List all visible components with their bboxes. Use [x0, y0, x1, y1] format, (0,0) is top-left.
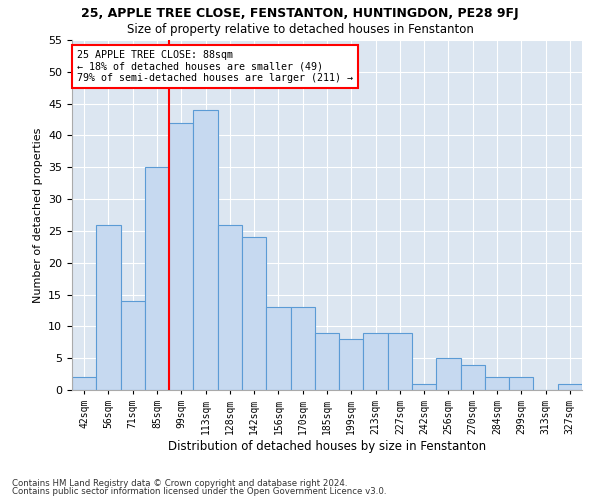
Bar: [364, 332, 388, 390]
Bar: [461, 364, 485, 390]
Bar: [485, 378, 509, 390]
Text: 25 APPLE TREE CLOSE: 88sqm
← 18% of detached houses are smaller (49)
79% of semi: 25 APPLE TREE CLOSE: 88sqm ← 18% of deta…: [77, 50, 353, 82]
Text: Size of property relative to detached houses in Fenstanton: Size of property relative to detached ho…: [127, 22, 473, 36]
Text: Contains HM Land Registry data © Crown copyright and database right 2024.: Contains HM Land Registry data © Crown c…: [12, 478, 347, 488]
Bar: [558, 384, 582, 390]
Bar: [169, 122, 193, 390]
Bar: [315, 332, 339, 390]
Bar: [266, 308, 290, 390]
Text: 25, APPLE TREE CLOSE, FENSTANTON, HUNTINGDON, PE28 9FJ: 25, APPLE TREE CLOSE, FENSTANTON, HUNTIN…: [81, 8, 519, 20]
Bar: [509, 378, 533, 390]
Y-axis label: Number of detached properties: Number of detached properties: [32, 128, 43, 302]
Bar: [72, 378, 96, 390]
Bar: [242, 238, 266, 390]
Text: Contains public sector information licensed under the Open Government Licence v3: Contains public sector information licen…: [12, 487, 386, 496]
Bar: [193, 110, 218, 390]
Bar: [339, 339, 364, 390]
Bar: [388, 332, 412, 390]
Bar: [218, 224, 242, 390]
Bar: [412, 384, 436, 390]
Bar: [290, 308, 315, 390]
Bar: [121, 301, 145, 390]
X-axis label: Distribution of detached houses by size in Fenstanton: Distribution of detached houses by size …: [168, 440, 486, 453]
Bar: [145, 168, 169, 390]
Bar: [96, 224, 121, 390]
Bar: [436, 358, 461, 390]
